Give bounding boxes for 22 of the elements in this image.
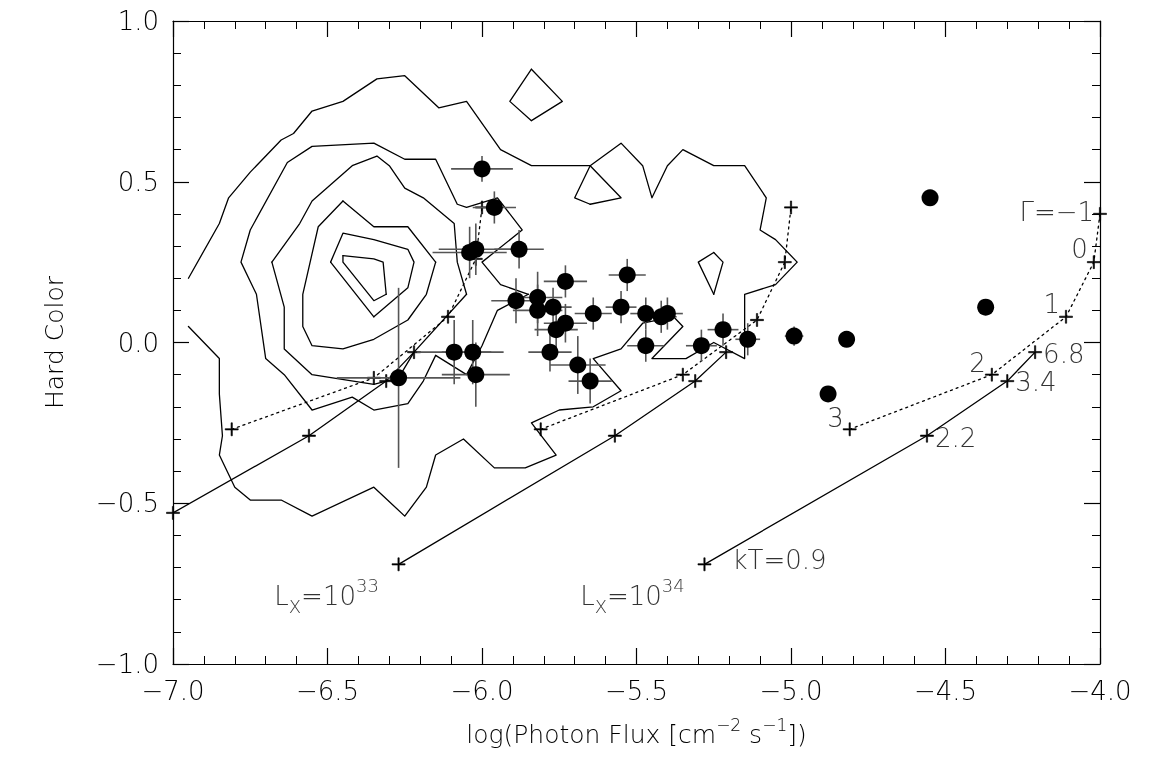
x-tick-label: −4.5 — [913, 676, 978, 706]
y-tick-label: 0.5 — [117, 166, 159, 197]
x-tick-label: −5.0 — [759, 676, 823, 706]
annotation: 3 — [827, 403, 844, 434]
annotation: 1 — [1043, 288, 1061, 319]
annotation: 0 — [1071, 234, 1088, 265]
annotation: Γ=−1 — [1019, 196, 1094, 227]
x-tick-label: −7.0 — [141, 676, 205, 706]
x-tick-label: −6.0 — [450, 676, 514, 706]
x-tick-label: −5.5 — [604, 676, 669, 706]
annotation: kT=0.9 — [732, 545, 827, 576]
x-tick-label: −6.5 — [295, 676, 360, 706]
y-tick-label: 1.0 — [117, 6, 159, 36]
y-tick-label: 0.0 — [117, 327, 159, 358]
annotation: 3.4 — [1015, 367, 1057, 398]
annotation: 6.8 — [1043, 339, 1085, 370]
x-tick-label: −4.0 — [1068, 676, 1132, 706]
annotation: 2 — [969, 347, 986, 378]
y-tick-label: −1.0 — [95, 649, 159, 679]
annotation: 2.2 — [934, 422, 977, 453]
y-axis-title: Hard Color — [39, 275, 69, 410]
y-tick-label: −0.5 — [95, 488, 159, 519]
